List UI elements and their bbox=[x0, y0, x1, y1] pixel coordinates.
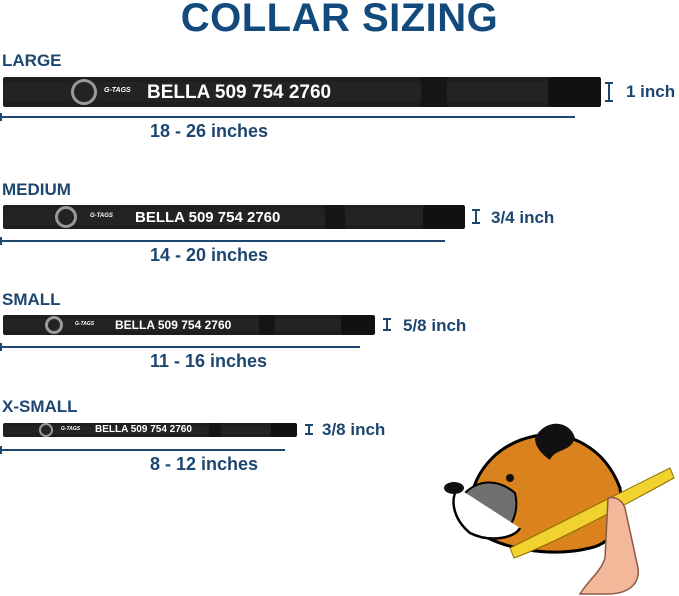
width-label-x-small: 3/8 inch bbox=[322, 420, 386, 439]
collar-large-image: G-TAGS BELLA 509 754 2760 bbox=[3, 77, 601, 107]
width-indicator bbox=[605, 82, 613, 102]
brand-tag: G-TAGS bbox=[90, 213, 113, 219]
length-line-x-small bbox=[0, 446, 285, 454]
collar-name-text: BELLA 509 754 2760 bbox=[115, 318, 232, 332]
width-label-large: 1 inch bbox=[626, 82, 676, 101]
width-indicator bbox=[472, 209, 480, 224]
length-line-large bbox=[0, 113, 575, 121]
brand-tag: G-TAGS bbox=[104, 87, 131, 94]
range-label-x-small: 8 - 12 inches bbox=[150, 454, 259, 474]
brand-tag: G-TAGS bbox=[61, 426, 81, 432]
size-label-small: SMALL bbox=[2, 290, 61, 309]
range-label-large: 18 - 26 inches bbox=[150, 121, 269, 141]
width-label-small: 5/8 inch bbox=[403, 316, 467, 335]
dog-neck-measuring-icon bbox=[444, 423, 675, 595]
width-indicator bbox=[383, 318, 391, 331]
range-label-medium: 14 - 20 inches bbox=[150, 245, 269, 265]
length-line-small bbox=[0, 343, 360, 351]
collar-name-text: BELLA 509 754 2760 bbox=[135, 209, 281, 226]
size-label-large: LARGE bbox=[2, 51, 62, 70]
collar-name-text: BELLA 509 754 2760 bbox=[147, 82, 332, 103]
collar-x-small-image: G-TAGS BELLA 509 754 2760 bbox=[3, 423, 297, 437]
width-indicator bbox=[305, 424, 313, 435]
collar-medium-image: G-TAGS BELLA 509 754 2760 bbox=[3, 205, 465, 229]
collar-name-text: BELLA 509 754 2760 bbox=[95, 424, 192, 435]
page-title: COLLAR SIZING bbox=[180, 0, 499, 40]
collar-small-image: G-TAGS BELLA 509 754 2760 bbox=[3, 315, 375, 335]
size-label-x-small: X-SMALL bbox=[2, 397, 78, 416]
width-label-medium: 3/4 inch bbox=[491, 208, 555, 227]
size-label-medium: MEDIUM bbox=[2, 180, 71, 199]
brand-tag: G-TAGS bbox=[75, 321, 95, 327]
length-line-medium bbox=[0, 237, 445, 245]
range-label-small: 11 - 16 inches bbox=[150, 351, 268, 371]
